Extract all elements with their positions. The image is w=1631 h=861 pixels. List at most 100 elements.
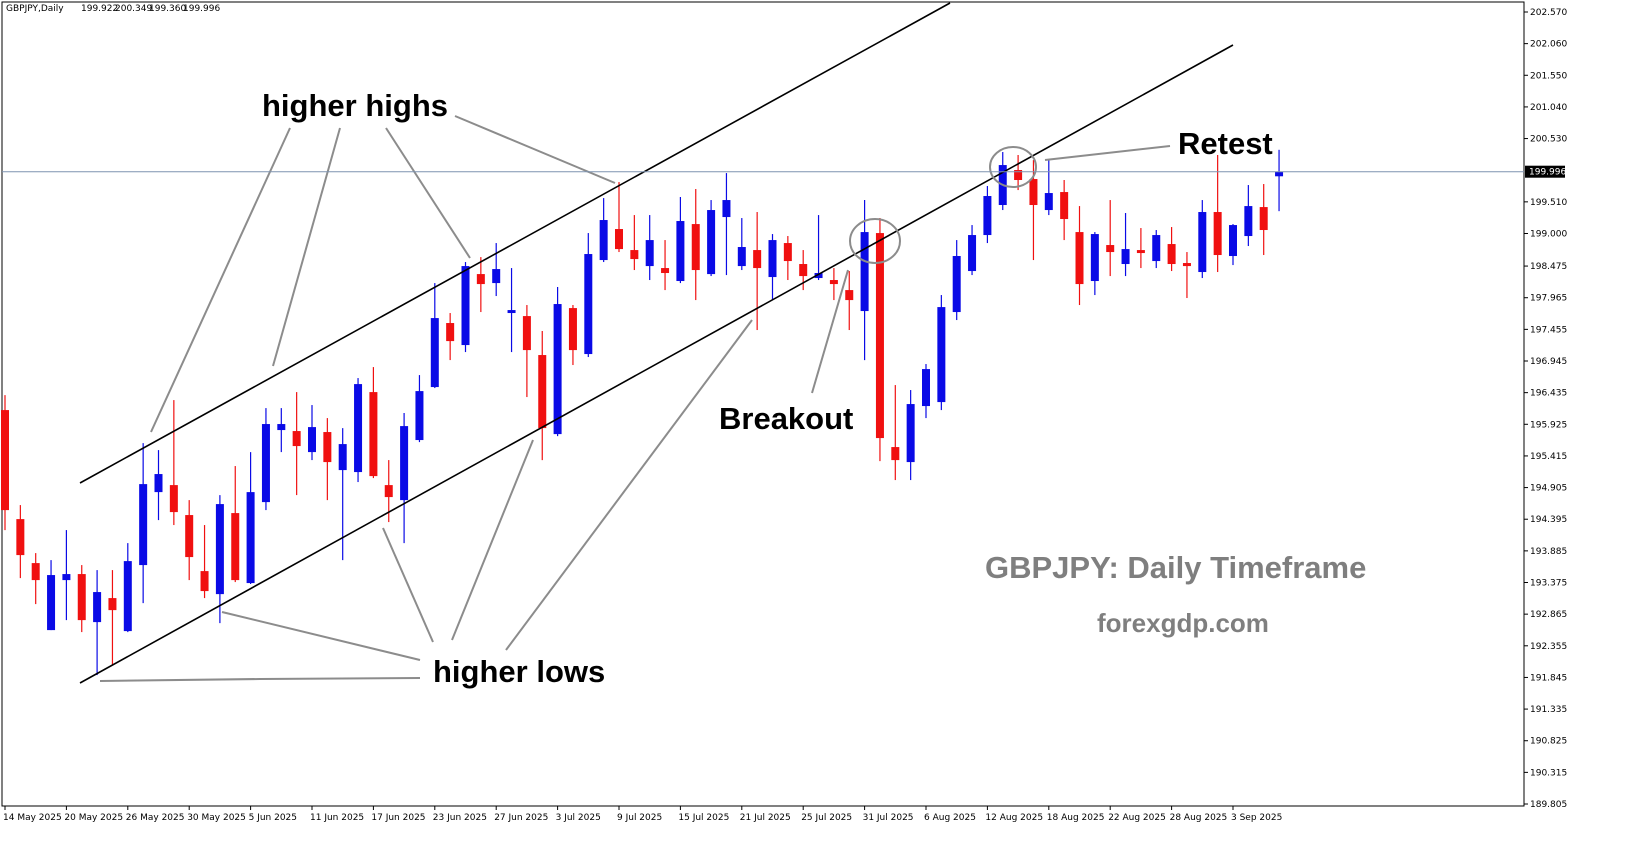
candle-body bbox=[185, 515, 194, 558]
candle-body bbox=[169, 485, 178, 513]
y-tick-label: 192.865 bbox=[1530, 610, 1567, 620]
candle-body bbox=[676, 221, 685, 282]
candle-body bbox=[492, 269, 501, 284]
y-tick-label: 197.455 bbox=[1530, 325, 1567, 335]
symbol-label: GBPJPY,Daily bbox=[6, 4, 64, 14]
candle-body bbox=[338, 444, 347, 471]
candle-body bbox=[200, 571, 209, 592]
candle-body bbox=[1244, 206, 1253, 237]
ohlc-high: 200.349 bbox=[115, 4, 152, 14]
candle-body bbox=[968, 235, 977, 272]
x-tick-label: 22 Aug 2025 bbox=[1108, 813, 1166, 823]
y-tick-label: 191.845 bbox=[1530, 673, 1567, 683]
annotation: Retest bbox=[1178, 126, 1273, 161]
x-tick-label: 20 May 2025 bbox=[64, 813, 123, 823]
candle-body bbox=[277, 424, 286, 431]
candle-body bbox=[737, 247, 746, 267]
plot-frame bbox=[1, 1, 1525, 807]
candle-body bbox=[47, 575, 56, 631]
pointer bbox=[505, 319, 753, 651]
candle-body bbox=[937, 307, 946, 403]
pointer bbox=[382, 527, 434, 643]
x-tick-label: 26 May 2025 bbox=[126, 813, 185, 823]
highlight-circle bbox=[989, 146, 1037, 188]
y-tick-label: 199.000 bbox=[1530, 229, 1567, 239]
y-tick-label: 189.805 bbox=[1530, 800, 1567, 810]
candle-body bbox=[231, 513, 240, 581]
x-tick-label: 3 Jul 2025 bbox=[556, 813, 601, 823]
candle-body bbox=[461, 266, 470, 346]
x-tick-label: 9 Jul 2025 bbox=[617, 813, 662, 823]
y-tick-label: 195.925 bbox=[1530, 420, 1567, 430]
current-price-box bbox=[1525, 165, 1565, 178]
pointer bbox=[1044, 145, 1171, 161]
candle-body bbox=[62, 574, 71, 581]
candle-body bbox=[645, 240, 654, 267]
watermark: GBPJPY: Daily Timeframe bbox=[985, 550, 1366, 585]
candle-body bbox=[691, 224, 700, 271]
candle-body bbox=[538, 355, 547, 429]
candle-body bbox=[875, 233, 884, 439]
candle-body bbox=[446, 323, 455, 342]
candle-body bbox=[814, 273, 823, 279]
candle-body bbox=[922, 369, 930, 407]
y-tick-label: 193.885 bbox=[1530, 547, 1567, 557]
candle-body bbox=[630, 250, 639, 260]
candle-body bbox=[1121, 249, 1130, 265]
candle-body bbox=[1152, 235, 1161, 262]
candle-body bbox=[384, 485, 393, 498]
y-tick-label: 200.530 bbox=[1530, 135, 1567, 145]
candle-body bbox=[16, 519, 25, 556]
y-tick-label: 202.060 bbox=[1530, 40, 1567, 50]
pointer bbox=[272, 127, 341, 367]
source: forexgdp.com bbox=[1097, 608, 1269, 638]
x-tick-label: 12 Aug 2025 bbox=[985, 813, 1043, 823]
candle-body bbox=[1136, 250, 1145, 254]
annotation: higher highs bbox=[262, 88, 448, 123]
y-tick-label: 191.335 bbox=[1530, 705, 1567, 715]
y-tick-label: 199.510 bbox=[1530, 198, 1567, 208]
x-tick-label: 17 Jun 2025 bbox=[371, 813, 425, 823]
candle-body bbox=[783, 243, 792, 262]
x-tick-label: 31 Jul 2025 bbox=[863, 813, 914, 823]
channel-lower bbox=[79, 44, 1234, 684]
x-tick-label: 6 Aug 2025 bbox=[924, 813, 976, 823]
candle-body bbox=[369, 392, 378, 477]
channel-upper bbox=[79, 2, 951, 484]
candle-body bbox=[261, 424, 270, 503]
x-tick-label: 5 Jun 2025 bbox=[249, 813, 297, 823]
candle-body bbox=[799, 264, 808, 277]
x-tick-label: 15 Jul 2025 bbox=[678, 813, 729, 823]
y-tick-label: 190.315 bbox=[1530, 768, 1567, 778]
candle-body bbox=[707, 210, 716, 275]
candle-body bbox=[983, 196, 992, 236]
y-tick-label: 197.965 bbox=[1530, 294, 1567, 304]
x-tick-label: 14 May 2025 bbox=[3, 813, 62, 823]
pointer bbox=[150, 127, 291, 433]
candle-body bbox=[354, 384, 363, 473]
y-tick-label: 196.435 bbox=[1530, 389, 1567, 399]
x-tick-label: 21 Jul 2025 bbox=[740, 813, 791, 823]
candle-body bbox=[1198, 212, 1207, 273]
candle-body bbox=[1, 410, 9, 511]
pointer bbox=[385, 127, 471, 259]
candle-body bbox=[430, 318, 439, 388]
y-tick-label: 192.355 bbox=[1530, 642, 1567, 652]
current-price-label: 199.996 bbox=[1529, 168, 1566, 178]
candle-body bbox=[77, 574, 86, 621]
candle-body bbox=[139, 484, 148, 566]
candle-body bbox=[93, 592, 102, 623]
pointer bbox=[99, 677, 421, 682]
y-tick-label: 201.040 bbox=[1530, 103, 1567, 113]
candle-body bbox=[1029, 179, 1038, 206]
y-tick-label: 201.550 bbox=[1530, 71, 1567, 81]
candle-body bbox=[952, 256, 961, 313]
candle-body bbox=[308, 427, 316, 453]
y-tick-label: 196.945 bbox=[1530, 357, 1567, 367]
candle-body bbox=[599, 220, 608, 261]
candle-body bbox=[292, 431, 301, 447]
candle-body bbox=[323, 432, 332, 463]
pointer-lines bbox=[99, 115, 1171, 682]
candle-body bbox=[1075, 232, 1084, 285]
x-tick-label: 18 Aug 2025 bbox=[1047, 813, 1105, 823]
